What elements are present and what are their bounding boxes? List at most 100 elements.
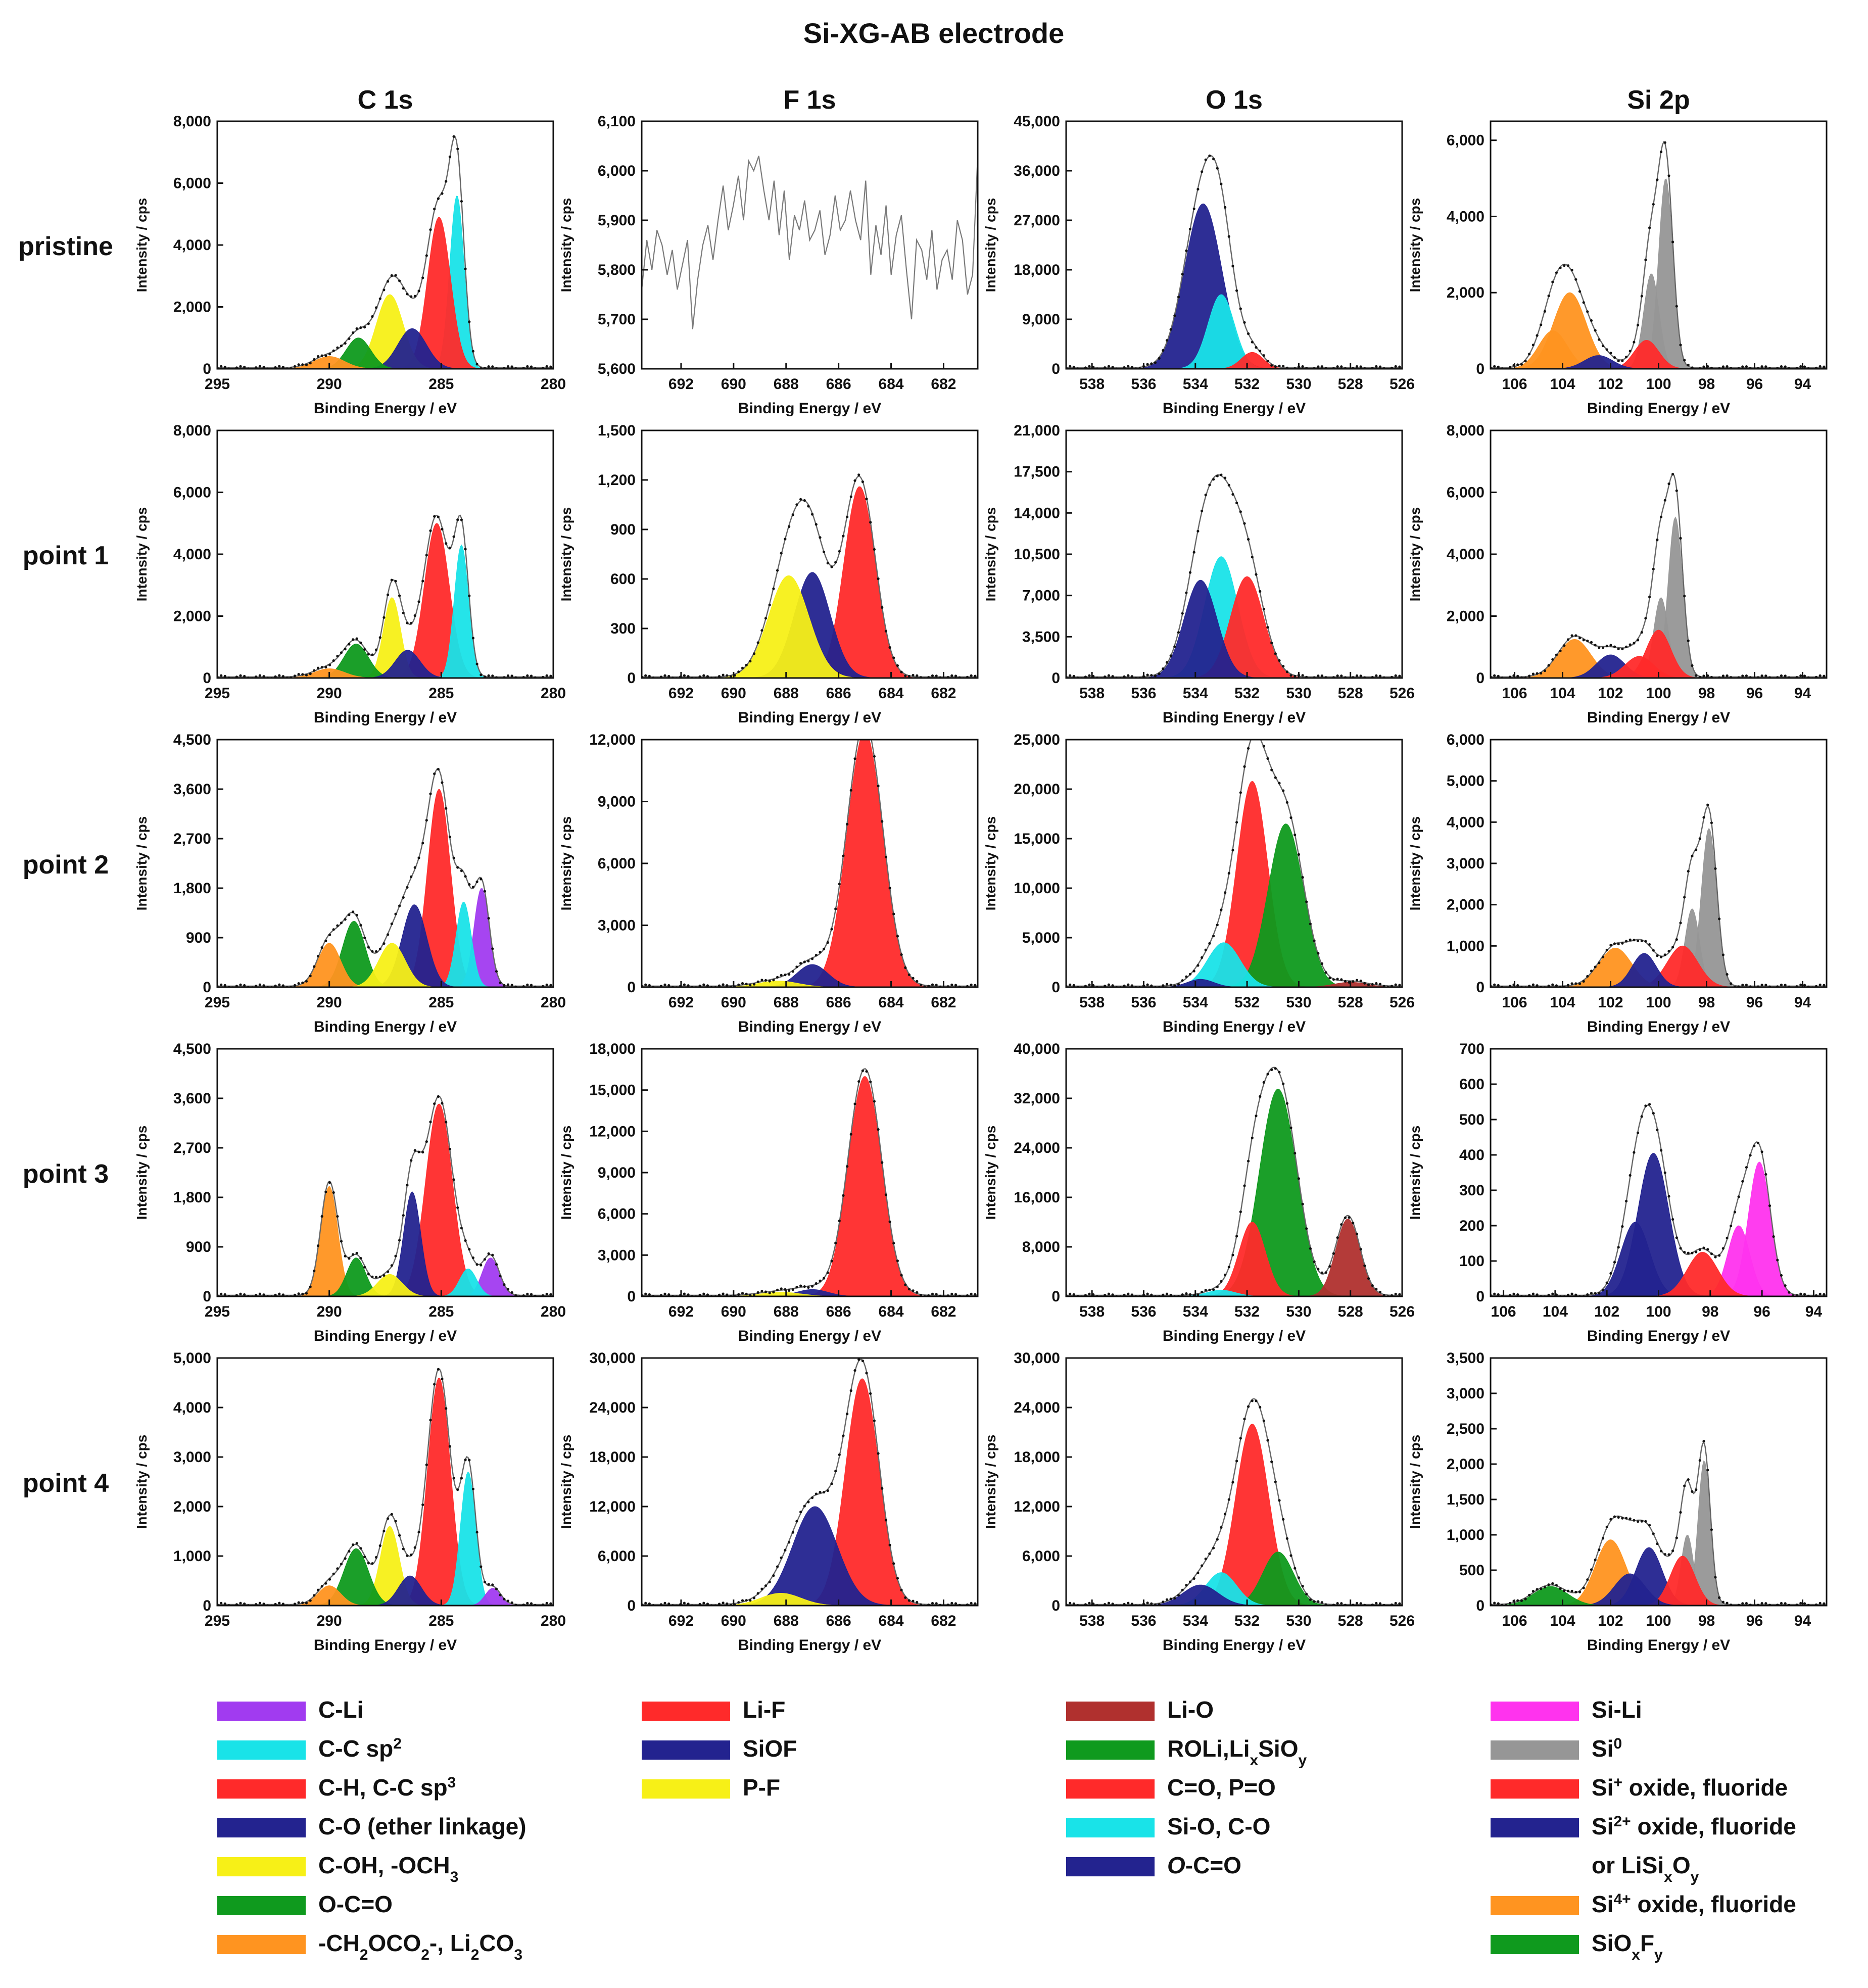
data-point — [1667, 950, 1670, 953]
y-tick-label: 30,000 — [1014, 1350, 1060, 1367]
legend-swatch — [642, 1779, 730, 1799]
data-point — [1196, 964, 1200, 967]
data-point — [491, 1253, 494, 1256]
legend-swatch — [217, 1740, 306, 1760]
data-point — [772, 979, 775, 982]
data-point — [324, 354, 327, 357]
data-point — [406, 1554, 409, 1557]
data-point — [1266, 1439, 1269, 1442]
data-point — [1540, 672, 1543, 675]
data-point — [1274, 776, 1277, 779]
data-point — [1320, 1271, 1323, 1274]
data-point — [1127, 1292, 1130, 1295]
legend-label: P-F — [743, 1774, 780, 1801]
data-point — [807, 505, 810, 508]
x-axis-label: Binding Energy / eV — [1587, 400, 1730, 417]
data-point — [904, 966, 907, 969]
data-point — [950, 674, 953, 677]
data-point — [1702, 674, 1705, 677]
x-axis-label: Binding Energy / eV — [1587, 709, 1730, 726]
legend-label: Si2+ oxide, fluoride — [1592, 1813, 1796, 1840]
data-point — [1621, 1517, 1624, 1520]
data-point — [1069, 1602, 1072, 1605]
peak-orange-104.4 — [1491, 330, 1827, 369]
data-point — [1555, 1584, 1558, 1587]
data-point — [1367, 983, 1370, 986]
data-point — [1531, 672, 1535, 675]
data-point — [737, 983, 740, 986]
y-tick-label: 3,000 — [598, 917, 636, 934]
data-point — [475, 1531, 478, 1534]
data-point — [1540, 323, 1543, 326]
data-point — [510, 365, 513, 368]
data-point — [316, 666, 320, 669]
data-point — [1598, 1548, 1601, 1551]
data-point — [1317, 1600, 1320, 1603]
data-point — [348, 1550, 351, 1553]
data-point — [881, 606, 884, 609]
y-tick-label: 18,000 — [1014, 1449, 1060, 1466]
data-point — [1158, 357, 1161, 360]
data-point — [1687, 1478, 1690, 1481]
data-point — [752, 1596, 756, 1599]
data-point — [1497, 365, 1500, 368]
data-point — [1524, 1597, 1527, 1601]
data-point — [371, 950, 374, 953]
data-point — [281, 675, 285, 678]
data-point — [1216, 474, 1219, 477]
data-point — [780, 552, 783, 555]
data-point — [1823, 365, 1826, 368]
x-tick-label: 690 — [721, 1303, 746, 1320]
legend-item-4-1: Si-Li — [1491, 1696, 1642, 1723]
peak-green-288.7 — [217, 337, 553, 369]
data-point — [1216, 1285, 1219, 1288]
data-point — [1679, 922, 1682, 925]
data-point — [413, 614, 416, 617]
data-point — [1107, 1602, 1110, 1605]
data-point — [1675, 305, 1678, 308]
data-point — [1512, 1292, 1515, 1295]
data-point — [1574, 1590, 1577, 1593]
data-point — [1633, 1151, 1636, 1154]
data-point — [1566, 638, 1570, 641]
data-point — [429, 1419, 432, 1422]
data-point — [834, 561, 837, 564]
data-point — [1683, 595, 1686, 598]
data-point — [974, 1602, 977, 1605]
data-point — [1278, 1499, 1281, 1502]
data-point — [1204, 1289, 1207, 1292]
data-point — [772, 1291, 775, 1294]
data-point — [1371, 983, 1374, 986]
data-point — [776, 1288, 779, 1291]
data-point — [456, 148, 459, 151]
data-point — [849, 1389, 852, 1392]
data-point — [1683, 359, 1686, 362]
x-axis-label: Binding Energy / eV — [1163, 1328, 1306, 1344]
x-tick-label: 104 — [1550, 994, 1575, 1011]
plot-area — [642, 1049, 978, 1296]
data-point — [1617, 359, 1620, 363]
data-point — [471, 886, 475, 889]
y-tick-label: 2,000 — [173, 608, 211, 625]
data-point — [1764, 1602, 1767, 1605]
data-point — [1289, 1554, 1292, 1557]
x-tick-label: 98 — [1698, 994, 1715, 1011]
data-point — [1493, 1602, 1496, 1605]
data-point — [1497, 674, 1500, 677]
data-point — [421, 842, 424, 845]
data-point — [1162, 667, 1165, 670]
data-point — [1780, 674, 1783, 677]
data-point — [468, 320, 471, 323]
data-point — [1274, 1480, 1277, 1483]
data-point — [1598, 338, 1601, 341]
data-point — [1679, 344, 1682, 347]
data-point — [1162, 349, 1165, 352]
data-point — [1687, 639, 1690, 642]
data-point — [1192, 551, 1195, 554]
data-point — [760, 629, 763, 632]
data-point — [912, 673, 915, 677]
x-tick-label: 106 — [1491, 1303, 1516, 1320]
data-point — [667, 1293, 670, 1296]
